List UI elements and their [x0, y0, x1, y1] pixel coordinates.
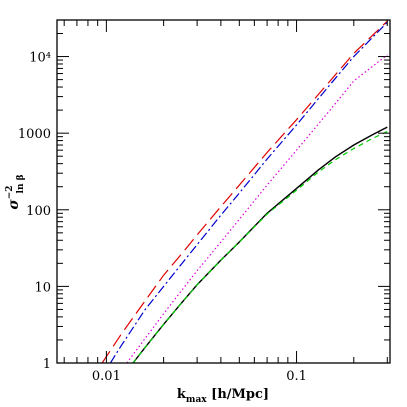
x-axis-label-sub: max — [186, 395, 207, 405]
y-axis-label: σ−2ln β — [5, 174, 26, 209]
y-axis-label-sub: ln β — [16, 174, 26, 193]
series-line-3 — [126, 54, 388, 363]
x-tick-label: 0.1 — [286, 369, 307, 384]
x-axis-label: kmax [h/Mpc] — [177, 387, 269, 405]
series-line-1 — [101, 20, 388, 363]
series-layer — [101, 20, 388, 363]
plot-frame — [56, 19, 391, 364]
y-tick-label: 100 — [26, 204, 51, 219]
x-axis-label-main: k — [177, 387, 187, 402]
tick-labels-layer: 0.01 0.1 1 10 100 1000 10⁴ — [18, 51, 307, 384]
y-tick-label: 1000 — [18, 127, 51, 142]
y-tick-label: 10 — [34, 280, 51, 295]
series-line-5 — [132, 130, 388, 363]
y-tick-label: 1 — [43, 357, 51, 372]
series-line-2 — [109, 21, 388, 363]
y-tick-label: 10⁴ — [29, 51, 51, 66]
ticks-layer — [57, 19, 390, 364]
y-axis-label-main: σ — [6, 199, 22, 210]
x-tick-label: 0.01 — [92, 369, 121, 384]
y-axis-label-sup: −2 — [5, 185, 15, 199]
x-axis-label-rest: [h/Mpc] — [207, 387, 269, 402]
